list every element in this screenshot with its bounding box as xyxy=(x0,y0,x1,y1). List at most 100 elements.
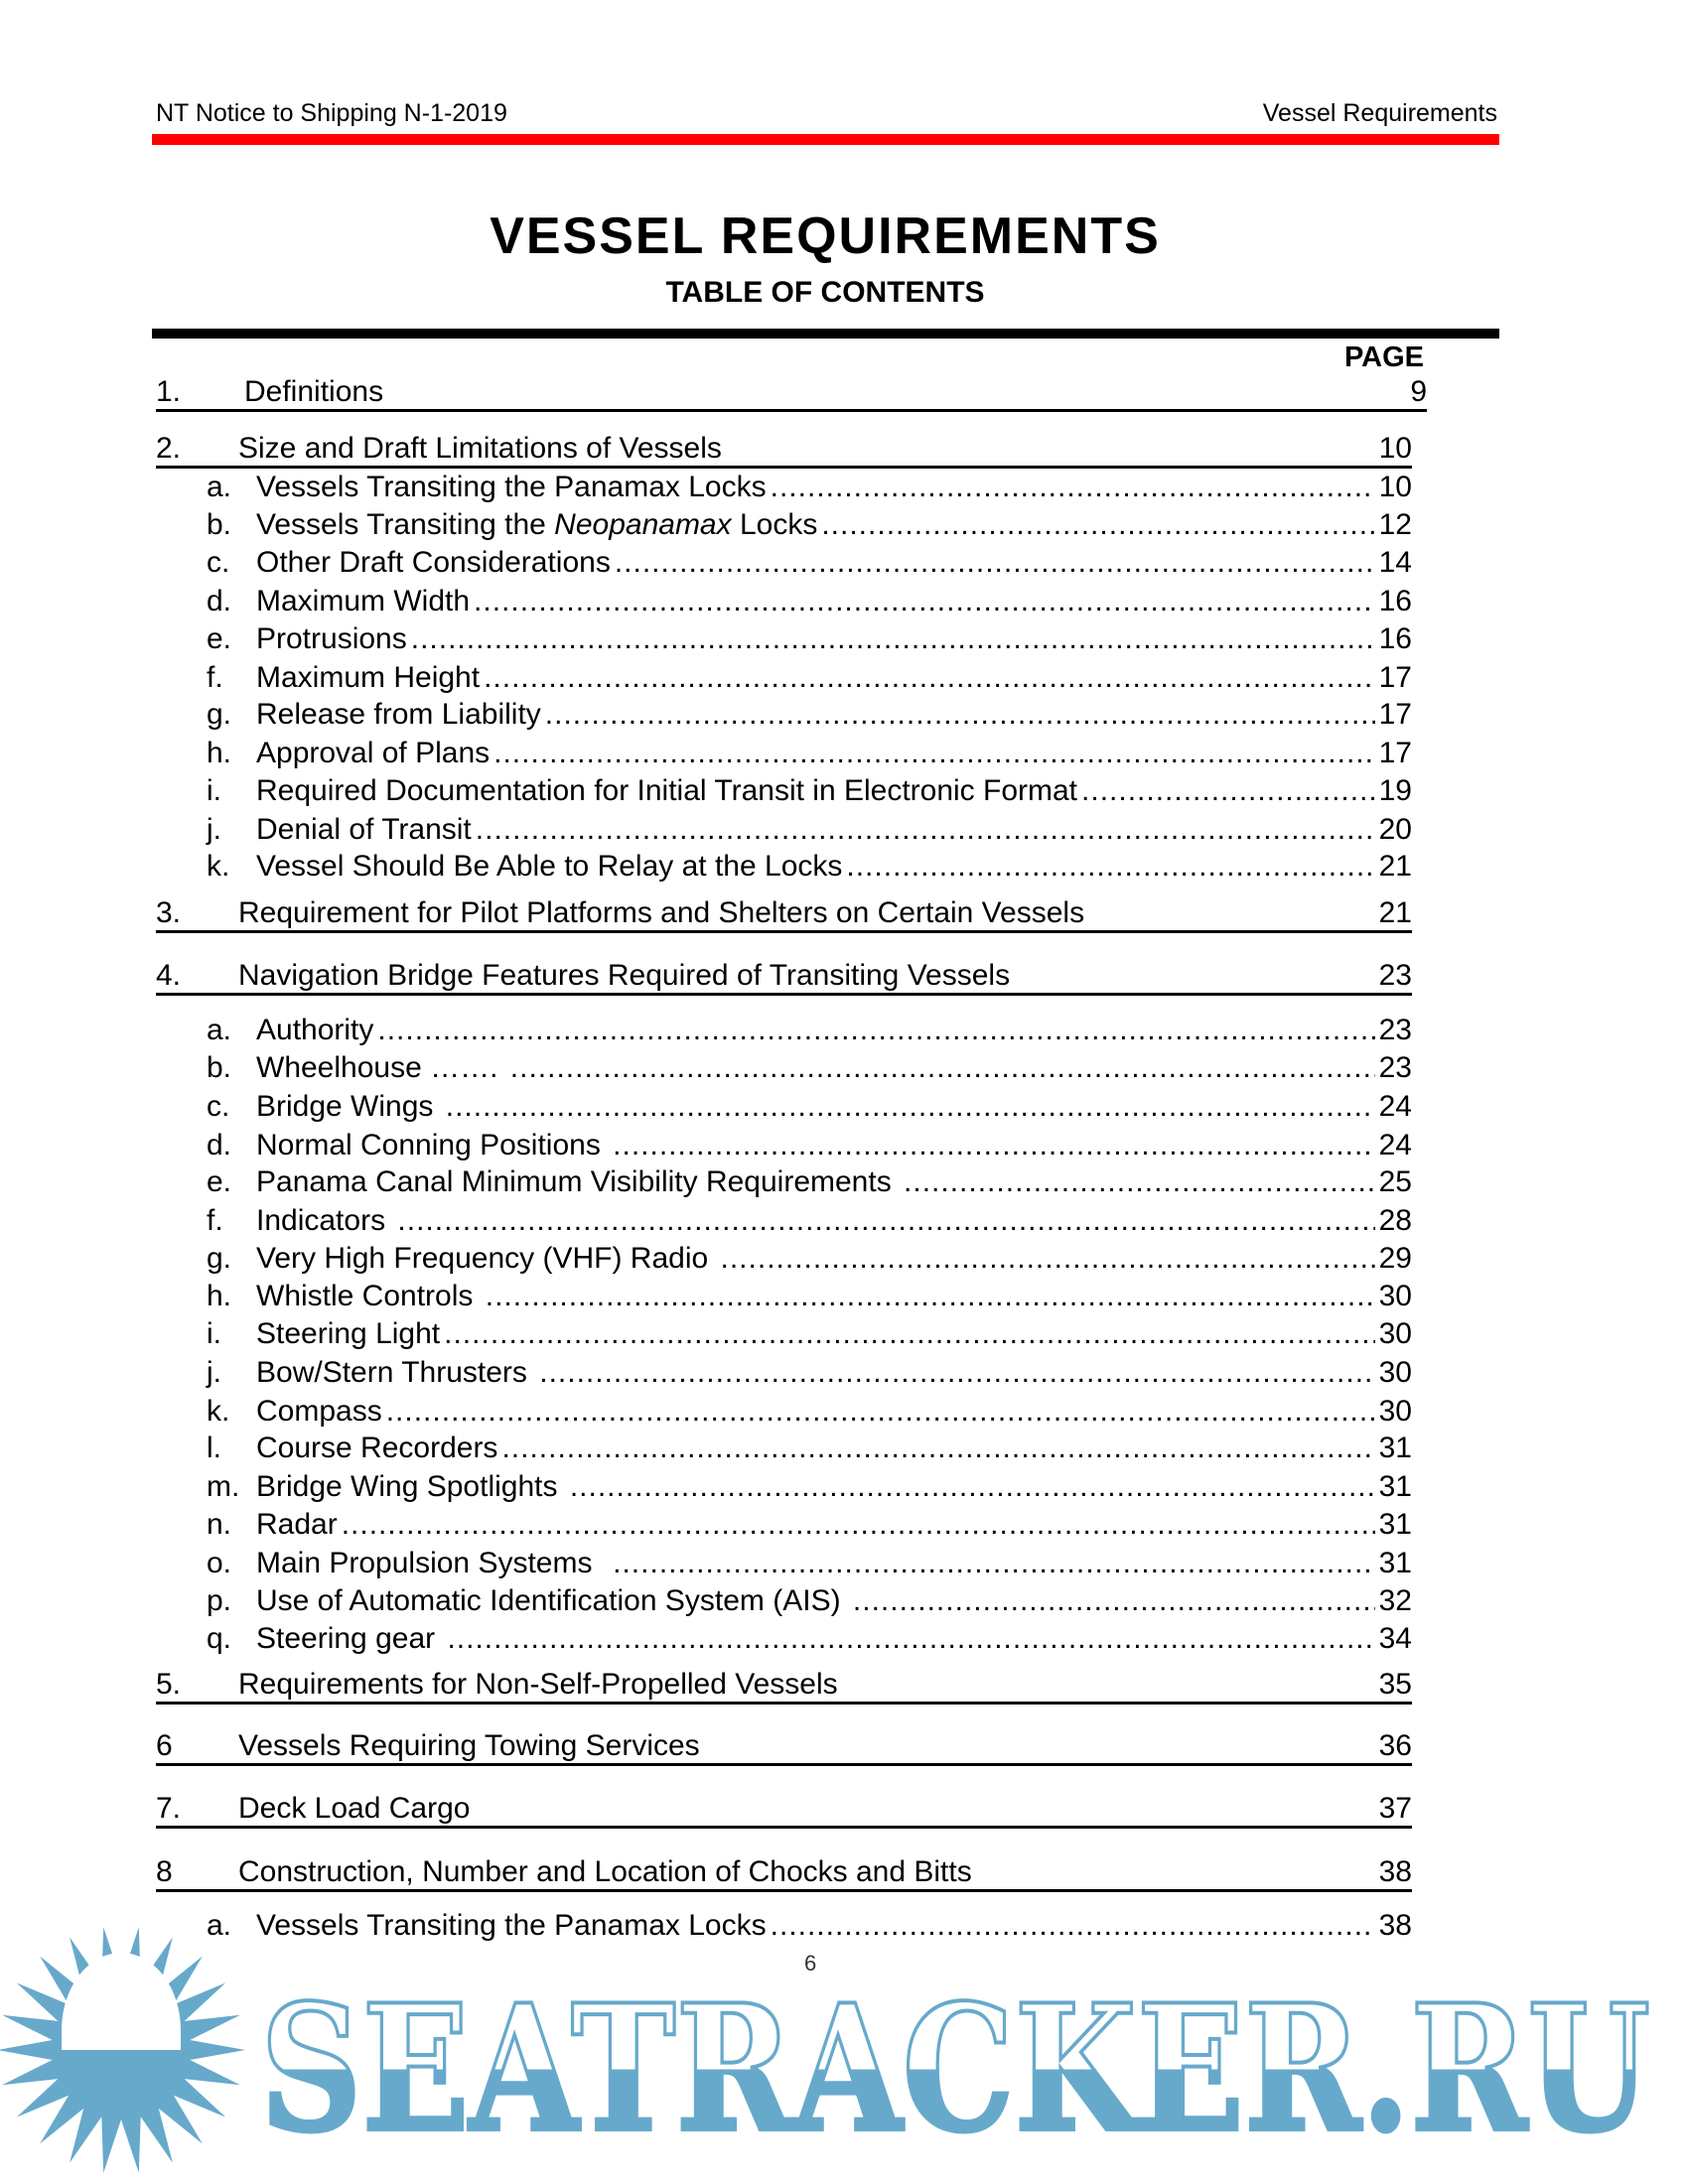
toc-item[interactable]: a. Vessels Transiting the Panamax Locks … xyxy=(207,1909,1412,1943)
item-text: Compass xyxy=(256,1394,382,1428)
toc-item[interactable]: j. Bow/Stern Thrusters .................… xyxy=(207,1356,1412,1390)
item-page: 17 xyxy=(1378,698,1412,732)
dot-leader: ........................................… xyxy=(539,1355,1375,1389)
toc-section[interactable]: 5. Requirements for Non-Self-Propelled V… xyxy=(156,1668,1412,1705)
item-page: 14 xyxy=(1378,546,1412,580)
toc-item[interactable]: f. Indicators ..........................… xyxy=(207,1204,1412,1238)
item-letter: j. xyxy=(207,1355,221,1389)
toc-item[interactable]: c. Bridge Wings ........................… xyxy=(207,1090,1412,1124)
section-number: 6 xyxy=(156,1729,173,1763)
toc-item[interactable]: g. Release from Liability ..............… xyxy=(207,698,1412,732)
item-text: Main Propulsion Systems xyxy=(256,1546,610,1579)
section-title: Requirements for Non-Self-Propelled Vess… xyxy=(238,1667,838,1701)
toc-item[interactable]: d. Normal Conning Positions ............… xyxy=(207,1129,1412,1162)
dot-leader: ........................................… xyxy=(544,698,1375,732)
item-letter: d. xyxy=(207,1128,232,1161)
item-text: Denial of Transit xyxy=(256,812,472,846)
item-letter: i. xyxy=(207,1316,221,1350)
item-text: Vessels Transiting the Panamax Locks xyxy=(256,471,767,504)
toc-item[interactable]: q. Steering gear .......................… xyxy=(207,1622,1412,1656)
dot-leader: ........................................… xyxy=(614,546,1375,580)
item-letter: n. xyxy=(207,1507,232,1541)
toc-item[interactable]: a. Authority ...........................… xyxy=(207,1014,1412,1047)
item-text: Course Recorders xyxy=(256,1432,498,1465)
item-letter: i. xyxy=(207,773,221,807)
toc-item[interactable]: c. Other Draft Considerations ..........… xyxy=(207,546,1412,580)
item-page: 31 xyxy=(1378,1507,1412,1541)
item-letter: h. xyxy=(207,737,232,770)
item-letter: l. xyxy=(207,1432,221,1465)
toc-item[interactable]: f. Maximum Height ......................… xyxy=(207,661,1412,695)
toc-section[interactable]: 2. Size and Draft Limitations of Vessels… xyxy=(156,432,1412,470)
toc-section[interactable]: 1. Definitions 9 xyxy=(156,375,1427,413)
dot-leader: ........................................… xyxy=(501,1432,1375,1465)
toc-item[interactable]: h. Whistle Controls ....................… xyxy=(207,1280,1412,1313)
toc-item[interactable]: m. Bridge Wing Spotlights ..............… xyxy=(207,1470,1412,1504)
toc-item[interactable]: d. Maximum Width .......................… xyxy=(207,585,1412,618)
toc-item[interactable]: p. Use of Automatic Identification Syste… xyxy=(207,1584,1412,1618)
toc-item[interactable]: l. Course Recorders ....................… xyxy=(207,1432,1412,1465)
item-page: 30 xyxy=(1378,1316,1412,1350)
toc-section[interactable]: 4. Navigation Bridge Features Required o… xyxy=(156,959,1412,996)
dot-leader: ........................................… xyxy=(475,812,1375,846)
item-letter: b. xyxy=(207,1050,232,1084)
item-text: Authority xyxy=(256,1014,374,1047)
toc-item[interactable]: b. Vessels Transiting the Neopanamax Loc… xyxy=(207,508,1412,542)
item-page: 21 xyxy=(1378,850,1412,884)
toc-item[interactable]: k. Compass .............................… xyxy=(207,1395,1412,1429)
section-page: 23 xyxy=(1378,958,1412,992)
section-title: Navigation Bridge Features Required of T… xyxy=(238,958,1011,992)
toc-item[interactable]: h. Approval of Plans ...................… xyxy=(207,737,1412,770)
toc-item[interactable]: n. Radar ...............................… xyxy=(207,1508,1412,1542)
dot-leader: ........................................… xyxy=(821,507,1374,541)
dot-leader: ........................................… xyxy=(444,1316,1374,1350)
page-title: VESSEL REQUIREMENTS xyxy=(490,207,1161,265)
item-text: Bridge Wings xyxy=(256,1089,442,1123)
dot-leader: ........................................… xyxy=(846,850,1375,884)
dot-leader: ........................................… xyxy=(410,621,1375,655)
dot-leader: ........................................… xyxy=(484,660,1375,694)
item-page: 17 xyxy=(1378,737,1412,770)
item-text: Whistle Controls xyxy=(256,1280,482,1313)
item-letter: d. xyxy=(207,585,232,618)
item-text: Maximum Height xyxy=(256,660,481,694)
header-rule xyxy=(152,134,1499,145)
toc-section[interactable]: 8 Construction, Number and Location of C… xyxy=(156,1855,1412,1892)
toc-item[interactable]: i. Required Documentation for Initial Tr… xyxy=(207,774,1412,808)
item-page: 25 xyxy=(1378,1165,1412,1199)
item-text: Other Draft Considerations xyxy=(256,546,611,580)
toc-item[interactable]: o. Main Propulsion Systems .............… xyxy=(207,1547,1412,1580)
item-letter: j. xyxy=(207,812,221,846)
toc-section[interactable]: 6 Vessels Requiring Towing Services 36 xyxy=(156,1729,1412,1767)
toc-section[interactable]: 7. Deck Load Cargo 37 xyxy=(156,1792,1412,1829)
item-letter: e. xyxy=(207,621,232,655)
toc-item[interactable]: g. Very High Frequency (VHF) Radio .....… xyxy=(207,1242,1412,1276)
toc-item[interactable]: b. Wheelhouse ……. ......................… xyxy=(207,1051,1412,1085)
item-text: Indicators xyxy=(256,1204,394,1238)
item-letter: a. xyxy=(207,471,232,504)
watermark-logo: SEATRACKER.RU xyxy=(0,1927,1652,2173)
title-rule xyxy=(152,329,1499,339)
toc-section[interactable]: 3. Requirement for Pilot Platforms and S… xyxy=(156,896,1412,934)
item-letter: m. xyxy=(207,1470,240,1504)
toc-item[interactable]: e. Protrusions .........................… xyxy=(207,622,1412,656)
toc-item[interactable]: i. Steering Light ......................… xyxy=(207,1317,1412,1351)
section-title: Vessels Requiring Towing Services xyxy=(238,1729,700,1763)
item-page: 28 xyxy=(1378,1204,1412,1238)
toc-item[interactable]: k. Vessel Should Be Able to Relay at the… xyxy=(207,850,1412,884)
item-letter: a. xyxy=(207,1014,232,1047)
section-number: 8 xyxy=(156,1854,173,1888)
item-text: Wheelhouse ……. xyxy=(256,1050,506,1084)
item-letter: g. xyxy=(207,1241,232,1275)
toc-item[interactable]: a. Vessels Transiting the Panamax Locks … xyxy=(207,471,1412,504)
toc-item[interactable]: j. Denial of Transit ...................… xyxy=(207,813,1412,847)
item-text: Normal Conning Positions xyxy=(256,1128,610,1161)
dot-leader: ........................................… xyxy=(397,1204,1375,1238)
item-page: 16 xyxy=(1378,621,1412,655)
item-text-after: Locks xyxy=(731,507,818,541)
toc-item[interactable]: e. Panama Canal Minimum Visibility Requi… xyxy=(207,1165,1412,1199)
dot-leader: ........................................… xyxy=(613,1128,1374,1161)
item-page: 32 xyxy=(1378,1584,1412,1618)
section-number: 7. xyxy=(156,1791,182,1825)
item-letter: f. xyxy=(207,660,223,694)
